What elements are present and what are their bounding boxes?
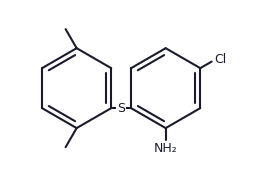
Text: S: S [117, 102, 125, 115]
Text: NH₂: NH₂ [154, 143, 178, 155]
Text: Cl: Cl [214, 53, 226, 66]
